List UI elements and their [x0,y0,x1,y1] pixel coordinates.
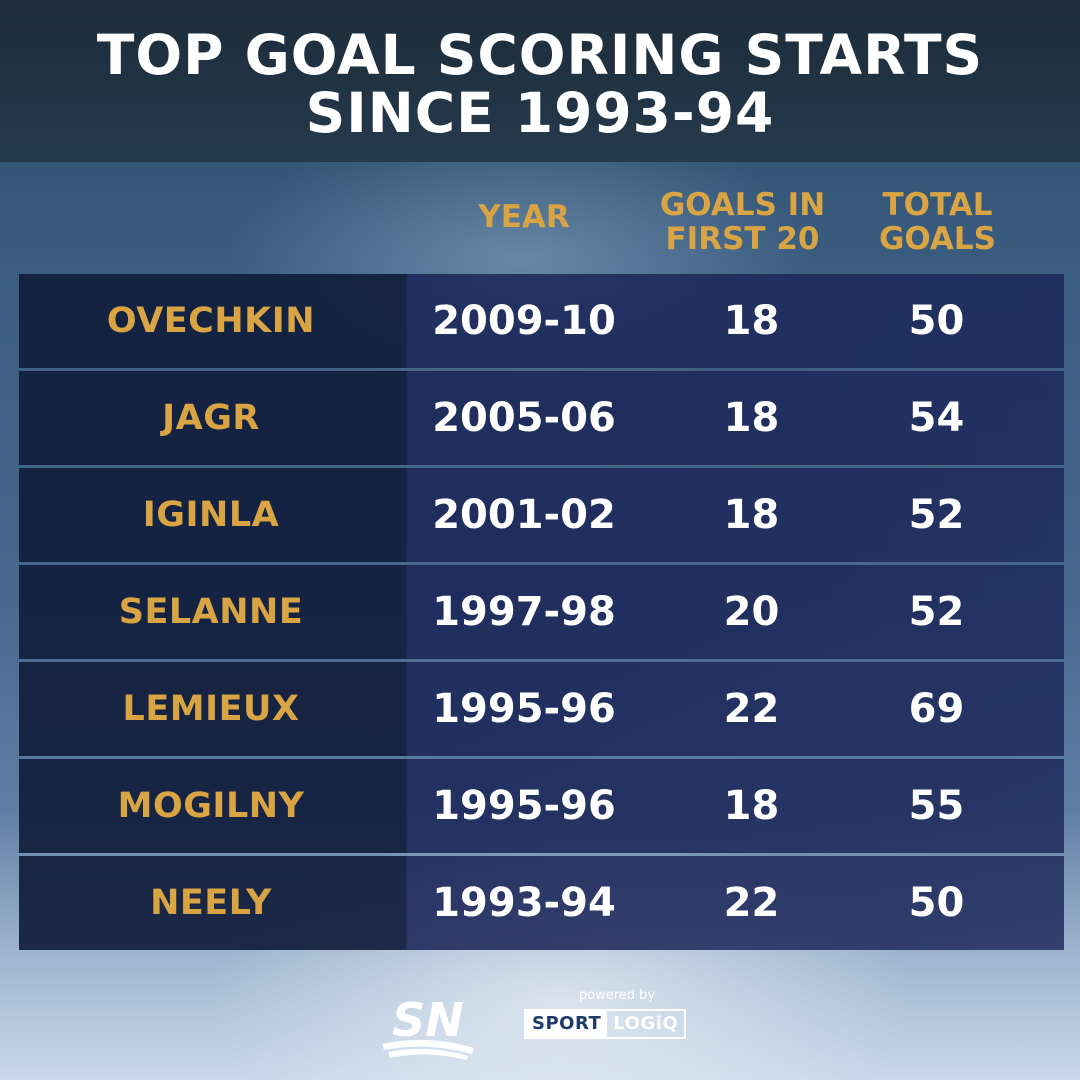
sportlogiq-logo-sport: SPORT [526,1011,608,1037]
column-header-goals-first-20: GOALS IN FIRST 20 [650,188,835,256]
powered-by-label: powered by [578,988,656,1003]
title-line-1: TOP GOAL SCORING STARTS [96,23,984,87]
column-header-total-goals-line-2: GOALS [878,221,997,257]
goals-in-first-20: 18 [723,395,780,441]
table-row: IGINLA 2001-02 18 52 [19,468,1064,562]
season-year: 1993-94 [432,880,616,926]
goals-in-first-20: 18 [723,298,780,344]
player-name: SELANNE [118,592,304,632]
column-header-total-goals: TOTAL GOALS [850,188,1025,256]
title-banner: TOP GOAL SCORING STARTS SINCE 1993-94 [0,0,1080,162]
column-header-year-label: YEAR [478,199,570,235]
column-header-goals-first-20-line-2: FIRST 20 [665,221,820,257]
footer: SN powered by SPORT LOGiQ [0,980,1080,1080]
logo-swoosh-2 [388,1048,468,1060]
goals-in-first-20: 22 [723,880,780,926]
logo-swoosh-1 [382,1039,474,1054]
sportlogiq-logo-logiq: LOGiQ [613,1013,679,1034]
total-goals: 69 [908,686,965,732]
total-goals: 50 [908,880,965,926]
goals-in-first-20: 18 [723,492,780,538]
page-title: TOP GOAL SCORING STARTS SINCE 1993-94 [0,0,1080,142]
total-goals: 55 [908,783,965,829]
player-name: NEELY [150,883,272,923]
table-row: MOGILNY 1995-96 18 55 [19,759,1064,853]
player-name: IGINLA [142,495,280,535]
table-row: JAGR 2005-06 18 54 [19,371,1064,465]
season-year: 1995-96 [432,783,616,829]
column-header-year: YEAR [440,200,608,234]
table-row: OVECHKIN 2009-10 18 50 [19,274,1064,368]
player-name: OVECHKIN [106,301,316,341]
table-row: SELANNE 1997-98 20 52 [19,565,1064,659]
season-year: 2009-10 [432,298,616,344]
sportlogiq-logo: SPORT LOGiQ [524,1009,687,1039]
total-goals: 50 [908,298,965,344]
total-goals: 52 [908,492,965,538]
season-year: 2001-02 [432,492,616,538]
title-line-2: SINCE 1993-94 [305,81,775,145]
player-name: LEMIEUX [122,689,300,729]
sportsnet-logo-text: SN [392,993,464,1047]
player-name: MOGILNY [117,786,305,826]
season-year: 1997-98 [432,589,616,635]
season-year: 1995-96 [432,686,616,732]
table-row: LEMIEUX 1995-96 22 69 [19,662,1064,756]
goals-in-first-20: 22 [723,686,780,732]
goals-in-first-20: 18 [723,783,780,829]
player-name: JAGR [162,398,260,438]
total-goals: 54 [908,395,965,441]
sportsnet-logo-icon: SN [382,993,474,1060]
table-row: NEELY 1993-94 22 50 [19,856,1064,950]
stats-table: OVECHKIN 2009-10 18 50 JAGR 2005-06 18 5… [19,274,1064,950]
goals-in-first-20: 20 [723,589,780,635]
column-header-goals-first-20-line-1: GOALS IN [659,187,826,223]
total-goals: 52 [908,589,965,635]
column-header-total-goals-line-1: TOTAL [882,187,993,223]
season-year: 2005-06 [432,395,616,441]
